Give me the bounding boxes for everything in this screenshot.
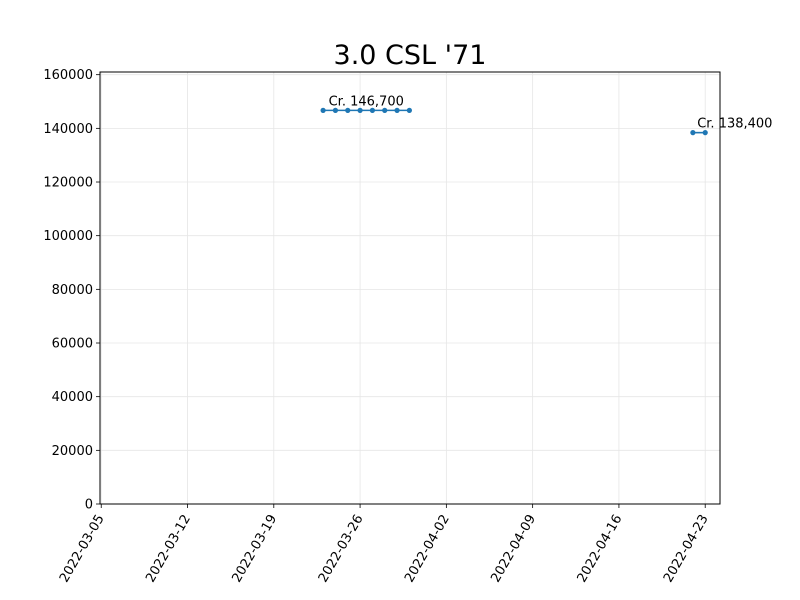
chart-title: 3.0 CSL '71 (334, 40, 487, 71)
y-tick-label: 60000 (52, 337, 93, 352)
x-tick-label: 2022-04-09 (488, 512, 539, 585)
data-point (345, 107, 351, 113)
x-tick-label: 2022-04-02 (402, 512, 453, 585)
data-layer: Cr. 146,700 Cr. 138,400 (320, 94, 772, 136)
data-point (394, 107, 400, 113)
data-label: Cr. 146,700 (329, 94, 404, 109)
data-point (369, 107, 376, 113)
data-point (406, 107, 412, 113)
data-label: Cr. 138,400 (697, 117, 772, 132)
x-tick-label: 2022-04-23 (661, 512, 712, 585)
plot-frame (99, 71, 721, 505)
data-point (332, 107, 339, 113)
grid-layer (100, 72, 720, 505)
data-point (382, 107, 388, 113)
x-tick-label: 2022-03-19 (230, 512, 281, 585)
y-tick-label: 160000 (43, 68, 93, 83)
y-tick-label: 140000 (43, 122, 93, 137)
x-tick-label: 2022-04-16 (575, 512, 626, 585)
x-tick-label: 2022-03-26 (316, 512, 367, 585)
x-tick-label: 2022-03-05 (57, 512, 108, 585)
data-point (702, 130, 708, 136)
data-point (690, 130, 696, 136)
y-tick-label: 80000 (52, 283, 93, 298)
axis-layer: 2022-03-05 2022-03-12 2022-03-19 2022-03-26… (43, 68, 711, 585)
y-tick-label: 40000 (52, 390, 93, 405)
y-tick-label: 100000 (43, 229, 93, 244)
data-point (320, 107, 326, 113)
y-tick-label: 20000 (52, 444, 93, 459)
x-tick-label: 2022-03-12 (143, 512, 194, 585)
y-tick-label: 0 (85, 498, 93, 513)
data-point (357, 107, 363, 113)
y-tick-label: 120000 (43, 176, 93, 191)
